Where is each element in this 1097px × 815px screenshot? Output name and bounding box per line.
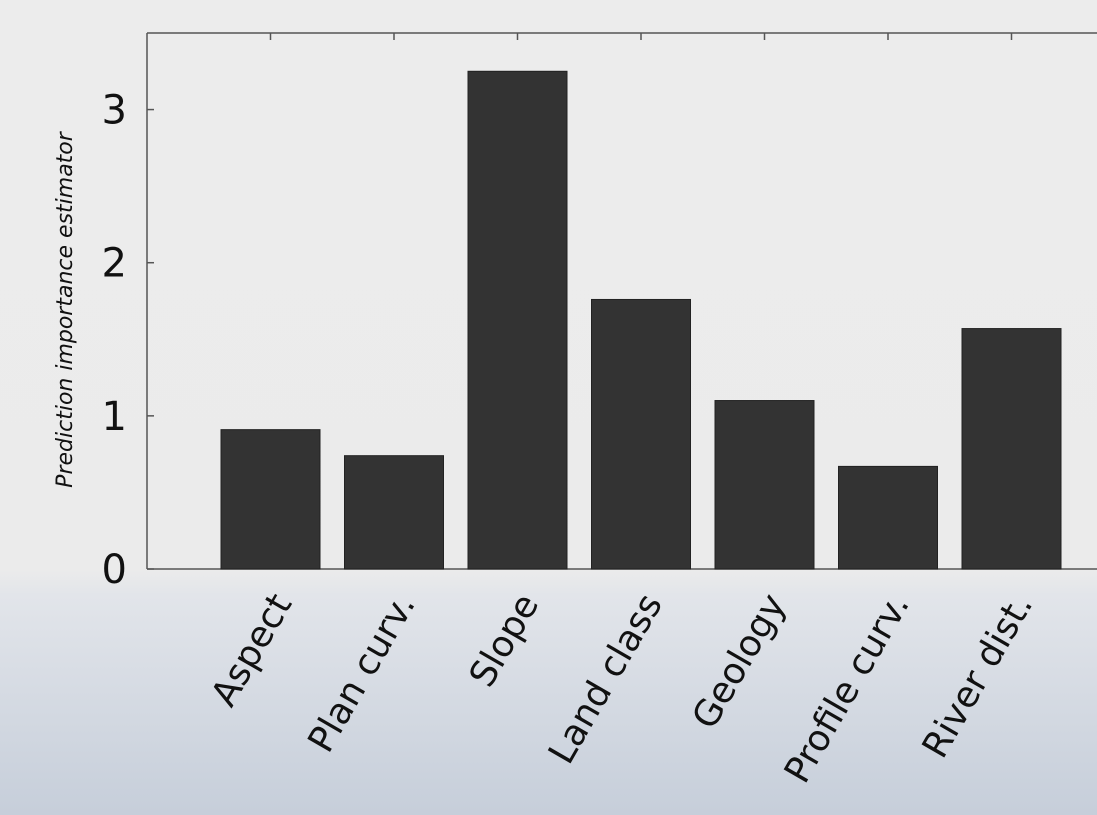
y-tick-label: 3 <box>102 88 127 134</box>
bar <box>591 298 691 570</box>
y-tick-label: 2 <box>102 241 127 287</box>
bar <box>344 455 444 570</box>
bar <box>838 465 938 570</box>
bar <box>714 400 815 570</box>
y-tick-label: 1 <box>102 394 127 440</box>
y-tick-label: 0 <box>102 547 127 593</box>
bar <box>220 429 321 570</box>
bar <box>467 70 568 570</box>
bar <box>961 328 1062 570</box>
y-axis-label: Prediction importance estimator <box>53 130 78 488</box>
